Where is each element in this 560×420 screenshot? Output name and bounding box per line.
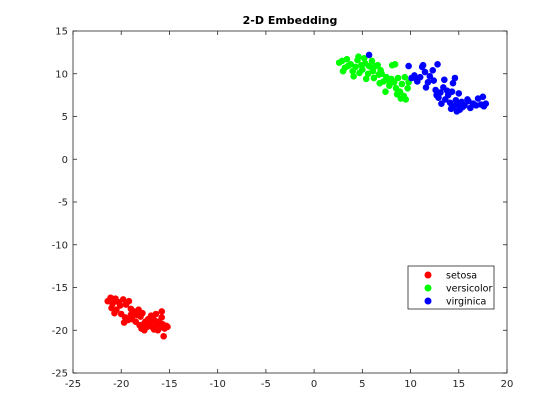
point-virginica-11 [422, 84, 430, 91]
point-versicolor-44 [358, 61, 365, 69]
point-versicolor-40 [343, 55, 351, 63]
point-setosa-48 [164, 323, 171, 331]
point-virginica-0 [365, 51, 373, 59]
point-setosa-41 [158, 308, 166, 315]
point-virginica-48 [459, 103, 466, 111]
point-virginica-43 [430, 77, 438, 84]
series-versicolor [335, 53, 412, 103]
x-tick-label: 20 [501, 379, 514, 390]
points-layer [104, 51, 490, 340]
point-setosa-16 [120, 319, 128, 326]
x-tick-label: -20 [113, 379, 129, 390]
point-versicolor-18 [370, 74, 378, 82]
point-virginica-39 [441, 76, 448, 84]
point-setosa-10 [125, 297, 133, 305]
point-versicolor-28 [398, 80, 406, 88]
point-setosa-7 [116, 302, 124, 309]
point-virginica-44 [419, 61, 427, 69]
point-setosa-47 [154, 326, 162, 334]
legend-box [407, 265, 495, 310]
y-tick-label: -25 [52, 369, 68, 380]
point-virginica-38 [479, 93, 487, 101]
point-versicolor-41 [378, 70, 385, 78]
point-virginica-46 [443, 87, 451, 95]
point-versicolor-6 [352, 63, 359, 71]
point-versicolor-39 [355, 53, 362, 60]
y-tick-label: 0 [62, 155, 68, 166]
point-versicolor-15 [369, 67, 377, 75]
point-versicolor-46 [382, 88, 389, 95]
x-tick-label: -10 [209, 379, 225, 390]
series-virginica [365, 51, 490, 115]
series-setosa [104, 294, 171, 340]
y-tick-label: 10 [55, 69, 68, 80]
point-virginica-47 [465, 97, 472, 105]
point-virginica-41 [438, 100, 445, 107]
point-versicolor-43 [365, 62, 373, 70]
point-virginica-45 [413, 75, 420, 83]
point-versicolor-37 [368, 57, 376, 65]
point-virginica-7 [421, 68, 429, 76]
legend-marker-versicolor [424, 284, 432, 292]
point-setosa-37 [158, 314, 166, 321]
point-setosa-46 [138, 325, 145, 332]
point-versicolor-49 [339, 67, 347, 75]
point-versicolor-36 [374, 61, 382, 69]
y-tick-label: -15 [52, 283, 68, 294]
point-versicolor-42 [385, 77, 392, 84]
x-tick-label: 10 [404, 379, 417, 390]
point-virginica-1 [405, 62, 412, 70]
y-tick-label: -5 [58, 198, 68, 209]
x-tick-label: 5 [359, 379, 365, 390]
x-tick-label: 0 [311, 379, 317, 390]
point-virginica-26 [455, 90, 463, 97]
legend-label-virginica: virginica [446, 297, 486, 308]
axes-layer: -25 -20 -15 -10 -5 0 5 10 15 20 -25 -20 -15 -10 -5 0 5 10… [52, 27, 514, 391]
point-setosa-43 [160, 332, 167, 340]
point-setosa-49 [149, 314, 157, 322]
legend-label-setosa: setosa [446, 271, 477, 282]
point-virginica-42 [447, 105, 455, 113]
x-tick-label: -25 [65, 379, 81, 390]
point-versicolor-31 [404, 84, 411, 92]
point-versicolor-33 [393, 90, 401, 98]
legend-marker-virginica [424, 297, 432, 305]
y-tick-label: -10 [52, 240, 68, 251]
legend: setosa versicolor virginica [407, 265, 495, 310]
point-setosa-22 [139, 309, 146, 317]
point-virginica-49 [433, 91, 440, 99]
point-virginica-40 [453, 108, 461, 115]
point-versicolor-26 [394, 74, 402, 82]
point-virginica-9 [426, 73, 434, 80]
point-setosa-12 [111, 309, 118, 317]
x-tick-label: -5 [261, 379, 271, 390]
point-versicolor-48 [401, 73, 409, 81]
point-virginica-37 [482, 100, 490, 107]
y-tick-label: 15 [55, 27, 68, 38]
point-setosa-45 [128, 315, 136, 323]
point-virginica-10 [429, 67, 437, 74]
legend-marker-setosa [424, 271, 432, 279]
x-tick-label: -15 [161, 379, 177, 390]
y-tick-label: 5 [62, 112, 68, 123]
legend-label-versicolor: versicolor [446, 284, 492, 295]
point-versicolor-35 [391, 61, 399, 68]
point-virginica-28 [451, 74, 459, 82]
point-versicolor-45 [376, 79, 383, 87]
point-virginica-12 [434, 61, 441, 68]
y-tick-label: -20 [52, 326, 68, 337]
x-tick-label: 15 [452, 379, 465, 390]
point-versicolor-32 [397, 95, 405, 102]
point-versicolor-8 [350, 73, 357, 80]
chart-title: 2-D Embedding [243, 14, 338, 27]
point-versicolor-13 [362, 75, 370, 83]
